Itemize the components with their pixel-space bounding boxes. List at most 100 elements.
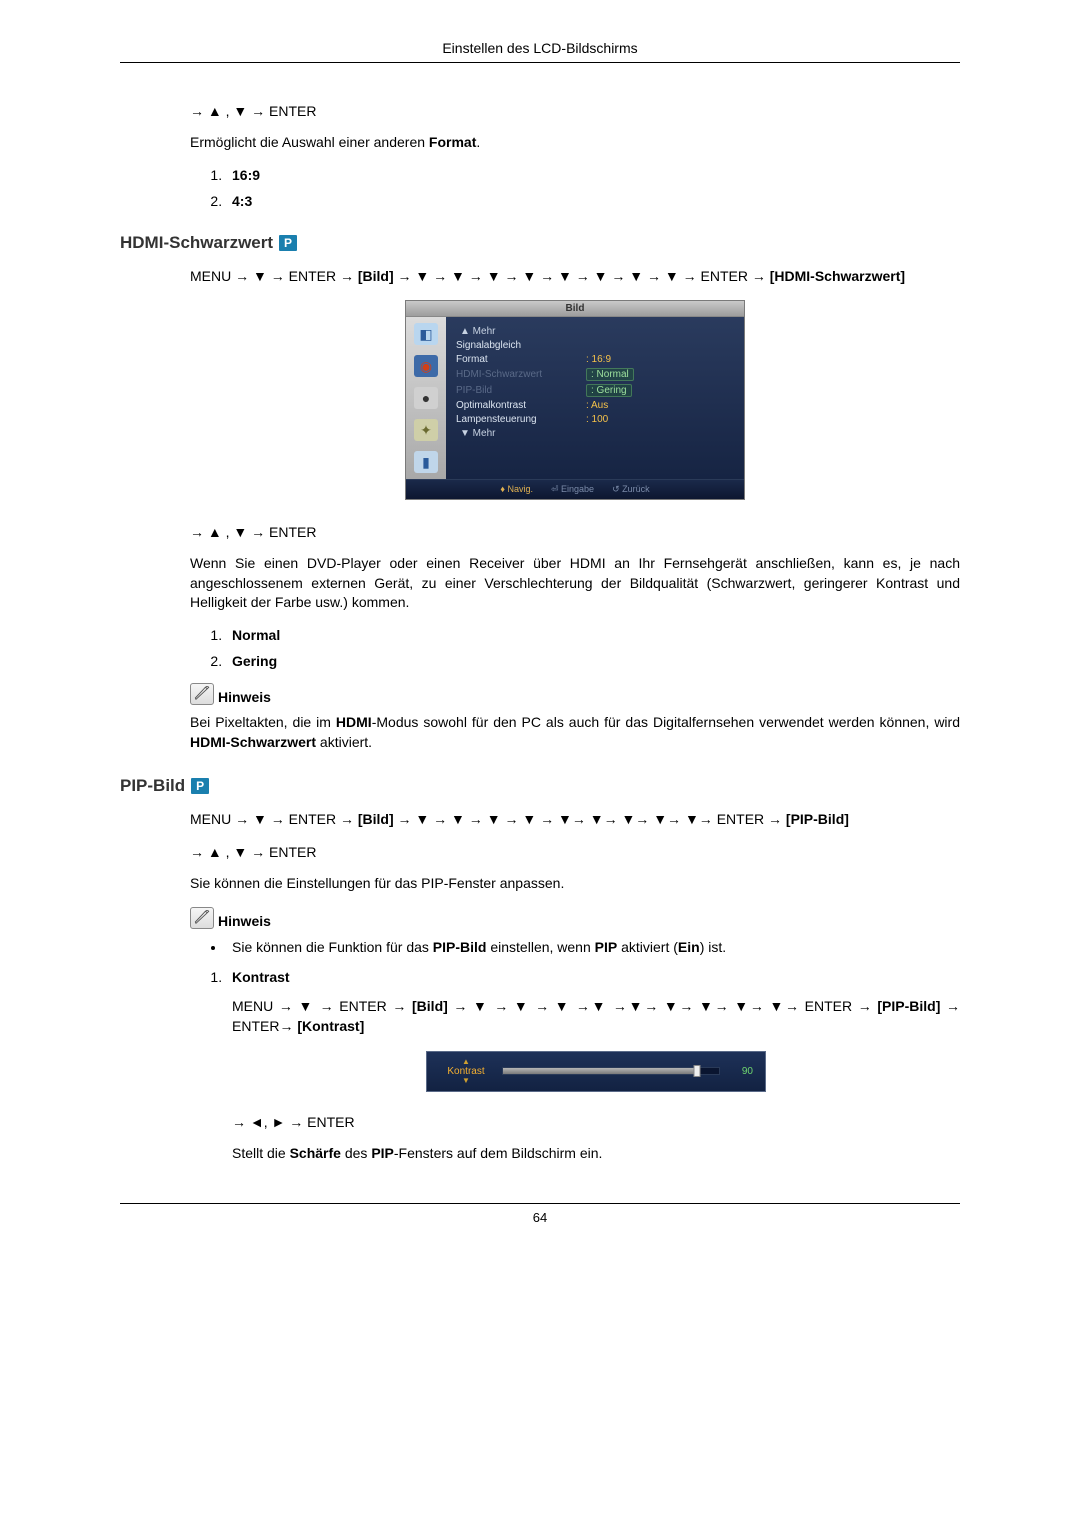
section-pip-heading: PIP-Bild P: [120, 776, 960, 796]
osd-sidebar-icon: ✦: [414, 419, 438, 441]
list-item: 16:9: [226, 167, 960, 183]
menu-path: MENU → ▼ → ENTER → [Bild] → ▼ → ▼ → ▼ →▼…: [232, 997, 960, 1036]
text-bold: Ein: [678, 939, 700, 955]
slider-name: Kontrast: [447, 1066, 484, 1077]
osd-row: Signalabgleich: [456, 340, 734, 351]
list-item: Normal: [226, 627, 960, 643]
note-label: Hinweis: [218, 913, 271, 929]
text-bold: [Kontrast]: [297, 1018, 364, 1034]
note-icon: [190, 907, 214, 929]
text: → ▼ → ▼ → ▼ →▼ →▼→ ▼→ ▼→ ▼→ ▼→ ENTER →: [448, 998, 878, 1014]
slider-widget: ▲ Kontrast ▼ 90: [426, 1051, 766, 1092]
osd-row-value: : Aus: [586, 400, 608, 411]
list-item: Gering: [226, 653, 960, 669]
text: aktiviert (: [617, 939, 678, 955]
text-bold: PIP: [371, 1145, 394, 1161]
osd-row-label: Lampensteuerung: [456, 414, 586, 425]
text: MENU → ▼ → ENTER →: [232, 998, 412, 1014]
option-label: Kontrast: [232, 969, 290, 985]
osd-row-label: PIP-Bild: [456, 385, 586, 396]
osd-row: HDMI-Schwarzwert: Normal: [456, 368, 734, 381]
option-label: 16:9: [232, 167, 260, 183]
osd-footer-nav: ♦ Navig.: [500, 484, 533, 495]
section-hdmi-heading: HDMI-Schwarzwert P: [120, 233, 960, 253]
text: MENU → ▼ → ENTER →: [190, 268, 358, 284]
text-bold: Format: [429, 134, 476, 150]
text-bold: Schärfe: [290, 1145, 341, 1161]
osd-row: Lampensteuerung: 100: [456, 414, 734, 425]
osd-sidebar-icon: ◉: [414, 355, 438, 377]
osd-row: PIP-Bild: Gering: [456, 384, 734, 397]
text-bold: [Bild]: [412, 998, 448, 1014]
format-options: 16:9 4:3: [226, 167, 960, 209]
osd-row: ▼ Mehr: [456, 428, 734, 439]
format-desc: Ermöglicht die Auswahl einer anderen For…: [190, 133, 960, 153]
osd-row-label: HDMI-Schwarzwert: [456, 369, 586, 380]
note-text: Bei Pixeltakten, die im HDMI-Modus sowoh…: [190, 713, 960, 752]
osd-row: ▲ Mehr: [456, 326, 734, 337]
slider-track[interactable]: [503, 1068, 719, 1074]
text-bold: PIP-Bild: [433, 939, 487, 955]
text: .: [476, 134, 480, 150]
osd-row-value: : Gering: [586, 384, 632, 397]
list-item: 4:3: [226, 193, 960, 209]
osd-row-value: : 16:9: [586, 354, 611, 365]
osd-row-label: Optimalkontrast: [456, 400, 586, 411]
text: MENU → ▼ → ENTER →: [190, 811, 358, 827]
text: des: [341, 1145, 371, 1161]
text-bold: [Bild]: [358, 811, 394, 827]
slider-thumb[interactable]: [694, 1065, 701, 1077]
osd-footer-back: ↺ Zurück: [612, 484, 650, 495]
section-title: HDMI-Schwarzwert: [120, 233, 273, 253]
text: aktiviert.: [316, 734, 372, 750]
note-icon: [190, 683, 214, 705]
slider-label: ▲ Kontrast ▼: [439, 1058, 493, 1085]
chevron-up-icon: ▲: [462, 1058, 470, 1066]
osd-footer: ♦ Navig. ⏎ Eingabe ↺ Zurück: [406, 479, 744, 499]
section-title: PIP-Bild: [120, 776, 185, 796]
nav-sequence: → ▲ , ▼ → ENTER: [190, 844, 960, 860]
osd-sidebar-icon: ●: [414, 387, 438, 409]
list-item: Kontrast MENU → ▼ → ENTER → [Bild] → ▼ →…: [226, 969, 960, 1163]
text-bold: PIP: [595, 939, 618, 955]
osd-sidebar-icon: ◧: [414, 323, 438, 345]
menu-path: MENU → ▼ → ENTER → [Bild] → ▼ → ▼ → ▼ → …: [190, 810, 960, 830]
osd-row-value: : 100: [586, 414, 608, 425]
osd-row: Format: 16:9: [456, 354, 734, 365]
text-bold: HDMI: [336, 714, 372, 730]
note-label: Hinweis: [218, 689, 271, 705]
page-number: 64: [120, 1203, 960, 1225]
osd-sidebar: ◧ ◉ ● ✦ ▮: [406, 317, 446, 479]
osd-footer-enter: ⏎ Eingabe: [551, 484, 594, 495]
chevron-down-icon: ▼: [462, 1077, 470, 1085]
page-header: Einstellen des LCD-Bildschirms: [120, 40, 960, 63]
hdmi-para: Wenn Sie einen DVD-Player oder einen Rec…: [190, 554, 960, 613]
option-label: 4:3: [232, 193, 252, 209]
text-bold: [Bild]: [358, 268, 394, 284]
p-badge-icon: P: [279, 235, 297, 251]
slider-value: 90: [729, 1066, 753, 1077]
osd-row-value: : Normal: [586, 368, 634, 381]
osd-menu: Bild ◧ ◉ ● ✦ ▮ ▲ Mehr Signalabgleich Format: 1…: [405, 300, 745, 500]
text-bold: [PIP-Bild]: [877, 998, 940, 1014]
text: Ermöglicht die Auswahl einer anderen: [190, 134, 429, 150]
list-item: Sie können die Funktion für das PIP-Bild…: [226, 939, 960, 955]
osd-sidebar-icon: ▮: [414, 451, 438, 473]
text: ) ist.: [700, 939, 726, 955]
text-bold: HDMI-Schwarzwert: [190, 734, 316, 750]
text-bold: [PIP-Bild]: [786, 811, 849, 827]
osd-title: Bild: [406, 301, 744, 317]
osd-row-label: Signalabgleich: [456, 340, 586, 351]
text: einstellen, wenn: [486, 939, 594, 955]
text: -Modus sowohl für den PC als auch für da…: [372, 714, 960, 730]
nav-sequence: → ◄, ► → ENTER: [232, 1114, 960, 1130]
text: → ▼ → ▼ → ▼ → ▼ → ▼→ ▼→ ▼→ ▼→ ▼→ ENTER →: [394, 811, 786, 827]
option-label: Normal: [232, 627, 280, 643]
text: Bei Pixeltakten, die im: [190, 714, 336, 730]
pip-bullets: Sie können die Funktion für das PIP-Bild…: [226, 939, 960, 955]
pip-numbered: Kontrast MENU → ▼ → ENTER → [Bild] → ▼ →…: [226, 969, 960, 1163]
text-bold: [HDMI-Schwarzwert]: [770, 268, 905, 284]
osd-row: Optimalkontrast: Aus: [456, 400, 734, 411]
option-label: Gering: [232, 653, 277, 669]
hdmi-options: Normal Gering: [226, 627, 960, 669]
